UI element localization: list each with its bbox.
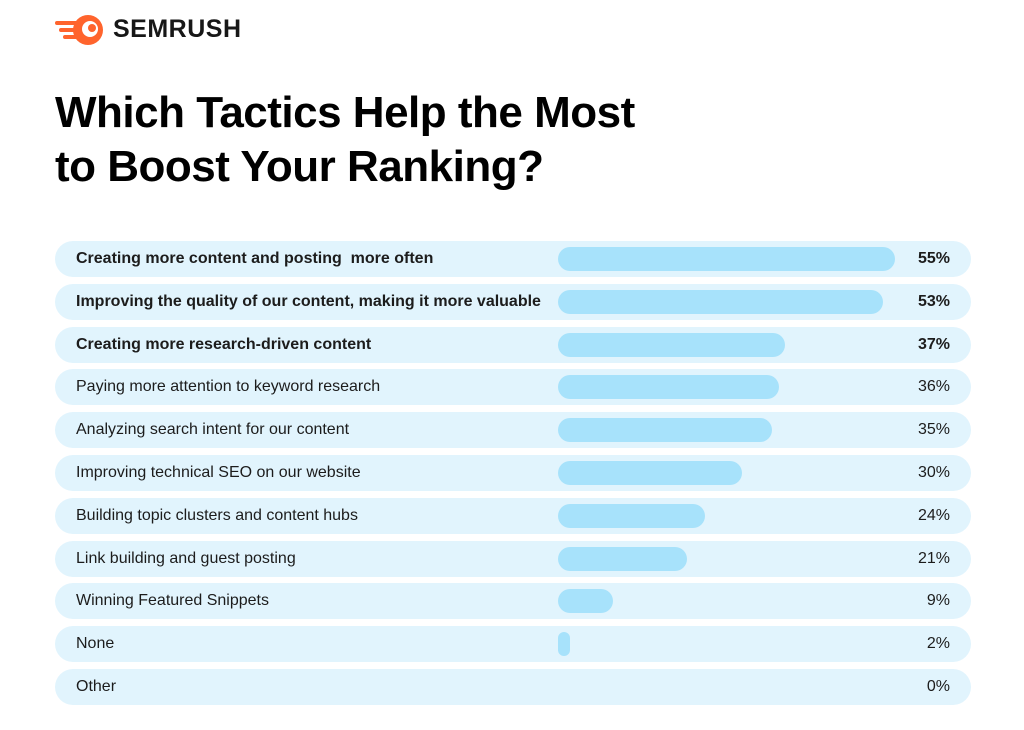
chart-row: Improving technical SEO on our website 30… bbox=[55, 454, 971, 491]
bar-track bbox=[558, 247, 895, 271]
chart-row: Creating more research-driven content 37% bbox=[55, 326, 971, 363]
category-label: Link building and guest posting bbox=[76, 549, 296, 567]
bar bbox=[558, 589, 614, 614]
bar bbox=[558, 546, 687, 571]
bar-track bbox=[558, 289, 895, 314]
bar-track bbox=[558, 332, 895, 357]
value-label: 53% bbox=[917, 292, 950, 310]
bar bbox=[558, 247, 895, 271]
category-label: Other bbox=[76, 677, 117, 695]
value-label: 21% bbox=[917, 549, 950, 567]
page-title: Which Tactics Help the Most to Boost You… bbox=[55, 86, 775, 194]
bar-track bbox=[558, 632, 895, 657]
category-label: Winning Featured Snippets bbox=[76, 592, 269, 610]
semrush-logo: SEMRUSH bbox=[55, 10, 242, 48]
tactics-bar-chart: Creating more content and posting more o… bbox=[55, 241, 971, 712]
brand-name: SEMRUSH bbox=[113, 14, 242, 43]
chart-row: Paying more attention to keyword researc… bbox=[55, 369, 971, 406]
bar bbox=[558, 418, 773, 443]
chart-row: Building topic clusters and content hubs… bbox=[55, 497, 971, 534]
bar bbox=[558, 503, 706, 528]
chart-row: Other 0% bbox=[55, 668, 971, 705]
title-line-2: to Boost Your Ranking? bbox=[55, 142, 544, 191]
value-label: 2% bbox=[926, 635, 950, 653]
category-label: Improving technical SEO on our website bbox=[76, 463, 361, 481]
bar bbox=[558, 632, 571, 657]
bar bbox=[558, 332, 785, 357]
value-label: 24% bbox=[917, 506, 950, 524]
chart-row: Link building and guest posting 21% bbox=[55, 540, 971, 577]
bar-track bbox=[558, 418, 895, 443]
category-label: Improving the quality of our content, ma… bbox=[76, 292, 541, 310]
bar-track bbox=[558, 546, 895, 571]
bar-track bbox=[558, 460, 895, 485]
value-label: 36% bbox=[917, 378, 950, 396]
category-label: Creating more content and posting more o… bbox=[76, 250, 434, 267]
semrush-fireball-logo-icon bbox=[55, 15, 103, 45]
value-label: 0% bbox=[926, 677, 950, 695]
bar bbox=[558, 460, 742, 485]
title-line-1: Which Tactics Help the Most bbox=[55, 88, 635, 137]
bar bbox=[558, 375, 779, 400]
bar bbox=[558, 289, 883, 314]
value-label: 9% bbox=[926, 592, 950, 610]
chart-row: None 2% bbox=[55, 626, 971, 663]
bar-track bbox=[558, 675, 895, 699]
bar-track bbox=[558, 589, 895, 614]
chart-row: Winning Featured Snippets 9% bbox=[55, 583, 971, 620]
category-label: Building topic clusters and content hubs bbox=[76, 506, 358, 524]
bar-track bbox=[558, 503, 895, 528]
chart-row: Creating more content and posting more o… bbox=[55, 241, 971, 277]
value-label: 30% bbox=[917, 463, 950, 481]
category-label: Analyzing search intent for our content bbox=[76, 421, 350, 439]
category-label: Paying more attention to keyword researc… bbox=[76, 378, 381, 396]
value-label: 55% bbox=[917, 250, 950, 267]
category-label: Creating more research-driven content bbox=[76, 335, 372, 353]
category-label: None bbox=[76, 635, 115, 653]
value-label: 35% bbox=[917, 421, 950, 439]
chart-row: Improving the quality of our content, ma… bbox=[55, 283, 971, 320]
value-label: 37% bbox=[917, 335, 950, 353]
bar-track bbox=[558, 375, 895, 400]
chart-row: Analyzing search intent for our content 3… bbox=[55, 412, 971, 449]
